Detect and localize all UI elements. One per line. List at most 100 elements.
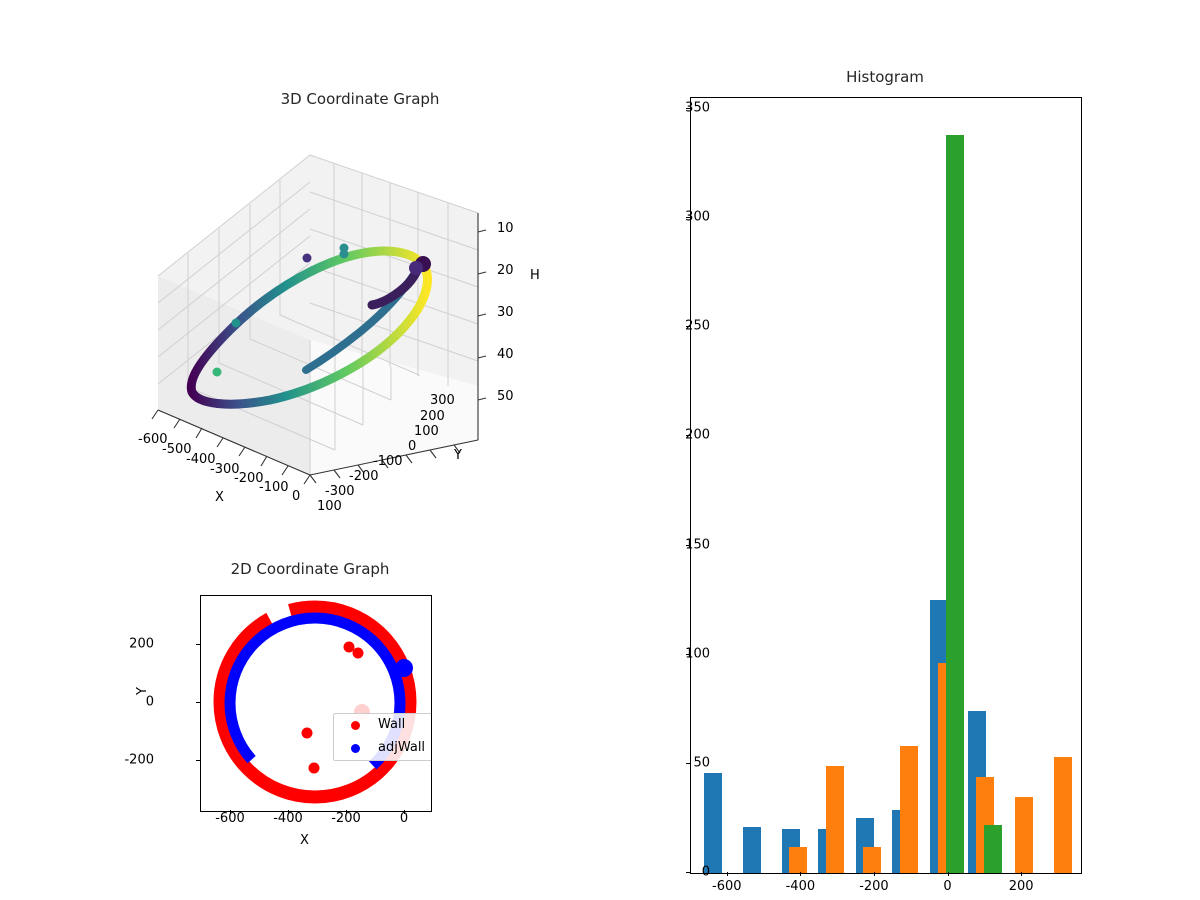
plot3d-ylabel: Y — [454, 448, 462, 463]
histogram-ytickmark — [686, 544, 690, 546]
histogram-ytickmark — [686, 435, 690, 437]
plot3d-ztick-50: 50 — [497, 389, 514, 404]
plot3d-xtick-100: 100 — [317, 499, 342, 514]
scatter-adjwall-ring — [224, 612, 406, 794]
plot3d-canvas — [151, 154, 487, 485]
legend-marker-adjwall — [351, 744, 360, 753]
plot2d-ytickmark-200 — [196, 644, 200, 645]
plot3d-zlabel: H — [530, 268, 540, 283]
plot3d-xtick--300: -300 — [210, 462, 240, 477]
histogram-ytick-50: 50 — [693, 755, 710, 771]
histogram-ytickmark — [686, 762, 690, 764]
scatter-wall-ring — [213, 600, 417, 804]
plot3d-outliers — [212, 243, 349, 377]
histogram-xtick-0: 0 — [943, 879, 952, 894]
legend-entry-adjwall[interactable]: adjWall — [334, 737, 431, 760]
histogram-ytick-0: 0 — [701, 864, 710, 880]
plot2d-ytick-200: 200 — [129, 636, 154, 652]
histogram-ytickmark — [686, 653, 690, 655]
plot3d-ytick-200: 200 — [420, 409, 445, 424]
histogram-ytickmark — [686, 107, 690, 109]
histogram-xtickmark — [726, 872, 728, 876]
histogram-bar — [826, 766, 845, 873]
plot2d-axes: Wall adjWall — [200, 595, 432, 812]
legend-marker-wall — [351, 721, 360, 730]
plot2d-xtickmark--200 — [346, 810, 347, 814]
plot2d-xtickmark--600 — [230, 810, 231, 814]
plot3d-trajectory — [186, 246, 432, 409]
plot3d-xtick--400: -400 — [186, 452, 216, 467]
histogram-bar — [945, 135, 964, 873]
histogram-xtickmark — [947, 872, 949, 876]
plot3d-ytick--100: -100 — [373, 454, 403, 469]
plot3d-x-ticks — [151, 409, 311, 485]
legend-entry-wall[interactable]: Wall — [334, 714, 431, 737]
plot2d-legend[interactable]: Wall adjWall — [333, 713, 431, 761]
histogram-xtick-200: 200 — [1008, 879, 1034, 894]
plot2d-xtick--200: -200 — [331, 811, 361, 826]
histogram-bar — [1053, 757, 1072, 873]
plot3d-ytick-300: 300 — [430, 393, 455, 408]
plot2d-ytickmark--200 — [196, 760, 200, 761]
histogram-bar — [743, 827, 762, 873]
plot3d-xtick--500: -500 — [162, 442, 192, 457]
plot3d-xtick--200: -200 — [234, 471, 264, 486]
histogram-bar — [863, 846, 882, 873]
histogram-ytick-150: 150 — [685, 537, 710, 553]
histogram-ytickmark — [686, 326, 690, 328]
plot3d-ytick--300: -300 — [325, 484, 355, 499]
plot2d-canvas — [213, 600, 417, 804]
plot2d-xtickmark-0 — [404, 810, 405, 814]
plot2d-ytick--200: -200 — [124, 752, 154, 768]
panel-3d-coordinate-graph: 3D Coordinate Graph — [120, 80, 600, 520]
legend-label-wall: Wall — [378, 717, 406, 732]
plot2d-xtick--400: -400 — [273, 811, 303, 826]
plot3d-xtick--600: -600 — [138, 432, 168, 447]
plot2d-ytick-0: 0 — [145, 694, 154, 710]
histogram-ytick-100: 100 — [685, 646, 710, 662]
histogram-bar — [1014, 796, 1033, 873]
plot3d-xtick--100: -100 — [259, 480, 289, 495]
histogram-xtick--200: -200 — [859, 879, 889, 894]
histogram-bar — [704, 772, 723, 873]
scatter-wall-outliers — [301, 641, 364, 774]
plot3d-ztick-40: 40 — [497, 347, 514, 362]
panel-histogram: Histogram 0 50 100 150 200 250 300 350 -600 -400 -… — [640, 60, 1110, 894]
plot3d-y-ticks — [309, 444, 461, 484]
plot2d-xtick-0: 0 — [399, 811, 409, 826]
histogram-xtickmark — [800, 872, 802, 876]
panel-2d-coordinate-graph: 2D Coordinate Graph — [124, 555, 460, 885]
histogram-axes — [690, 97, 1082, 874]
plot3d-ytick-100: 100 — [414, 424, 439, 439]
plot3d-axes — [157, 213, 479, 476]
histogram-xtick--600: -600 — [712, 879, 742, 894]
plot3d-ytick--200: -200 — [349, 469, 379, 484]
histogram-bar — [900, 746, 919, 873]
histogram-xtickmark — [1021, 872, 1023, 876]
histogram-xtick--400: -400 — [785, 879, 816, 894]
legend-label-adjwall: adjWall — [378, 740, 426, 755]
plot2d-xtickmark--400 — [288, 810, 289, 814]
plot3d-ztick-20: 20 — [497, 263, 514, 278]
histogram-bar — [983, 824, 1002, 873]
plot2d-title: 2D Coordinate Graph — [230, 560, 390, 578]
histogram-xtickmark — [873, 872, 875, 876]
histogram-ytick-200: 200 — [685, 427, 710, 443]
plot3d-title: 3D Coordinate Graph — [280, 90, 440, 108]
plot2d-xtick--600: -600 — [215, 811, 245, 826]
histogram-ytickmark — [686, 217, 690, 219]
histogram-ytick-350: 350 — [685, 100, 710, 116]
plot3d-xlabel: X — [215, 490, 224, 505]
histogram-ytick-250: 250 — [685, 318, 710, 334]
histogram-title: Histogram — [846, 68, 924, 86]
plot3d-ytick-0: 0 — [408, 439, 417, 454]
plot3d-z-ticks — [477, 229, 487, 401]
plot3d-xtick-0: 0 — [292, 489, 301, 504]
plot2d-ylabel: Y — [135, 687, 150, 695]
histogram-bar — [789, 846, 808, 873]
plot3d-ztick-10: 10 — [497, 221, 514, 236]
plot3d-ztick-30: 30 — [497, 305, 514, 320]
histogram-ytick-300: 300 — [685, 209, 710, 225]
scatter-adjwall-blob — [395, 659, 413, 677]
